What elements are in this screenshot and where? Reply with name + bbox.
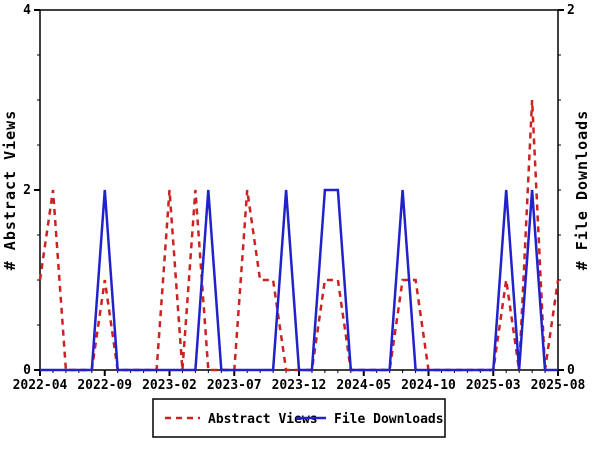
tick-label: 2 bbox=[23, 183, 31, 198]
x-tick-label: 2022-04 bbox=[13, 378, 68, 393]
x-tick-label: 2022-09 bbox=[77, 378, 132, 393]
tick-label: 0 bbox=[23, 363, 31, 378]
y-axis-left-ticks: 0 2 4 bbox=[23, 3, 40, 378]
x-tick-label: 2024-05 bbox=[336, 378, 391, 393]
x-tick-label: 2025-08 bbox=[531, 378, 586, 393]
abstract-views-line bbox=[38, 99, 560, 372]
legend: Abstract Views File Downloads bbox=[152, 398, 446, 438]
x-axis-ticks: 2022-04 2022-09 2023-02 2023-07 2023-12 2024-… bbox=[13, 370, 586, 393]
file-downloads-line bbox=[40, 188, 558, 372]
plot-frame bbox=[39, 9, 559, 371]
x-tick-label: 2023-02 bbox=[142, 378, 197, 393]
y-axis-right-title: # File Downloads bbox=[573, 110, 591, 271]
tick-label: 2 bbox=[567, 3, 575, 18]
legend-file-downloads-label: File Downloads bbox=[334, 412, 444, 427]
y-axis-right-ticks: 02 bbox=[558, 3, 575, 378]
x-tick-label: 2025-03 bbox=[466, 378, 521, 393]
tick-label: 4 bbox=[23, 3, 31, 18]
x-tick-label: 2024-10 bbox=[401, 378, 456, 393]
legend-abstract-views-label: Abstract Views bbox=[208, 412, 318, 427]
x-tick-label: 2023-07 bbox=[207, 378, 262, 393]
x-tick-label: 2023-12 bbox=[272, 378, 327, 393]
y-axis-left-title: # Abstract Views bbox=[1, 110, 19, 271]
tick-label: 0 bbox=[567, 363, 575, 378]
